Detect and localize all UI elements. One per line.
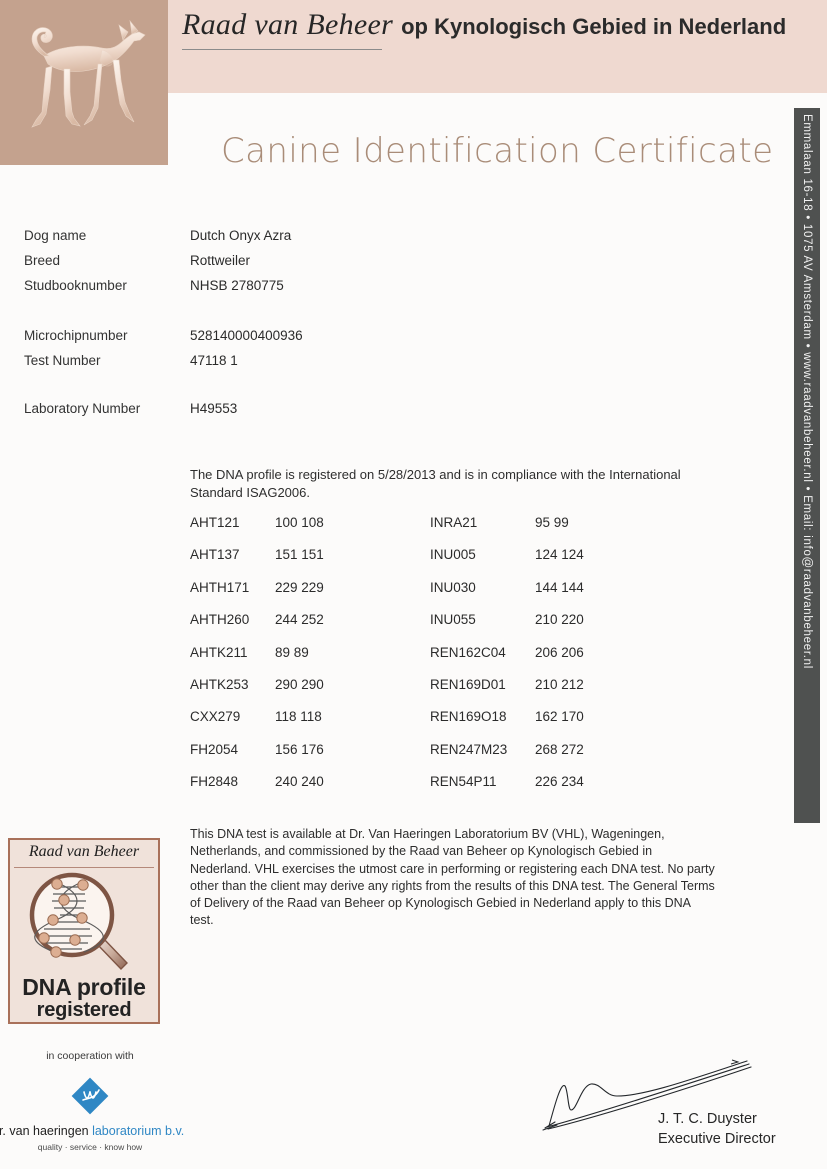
address-sidebar: Emmalaan 16-18 • 1075 AV Amsterdam • www… (794, 108, 820, 823)
cooperation-tagline: quality · service · know how (37, 1142, 143, 1152)
field-value: Dutch Onyx Azra (190, 228, 292, 243)
field-row-microchipnumber: Microchipnumber 528140000400936 (0, 328, 760, 353)
marker-name: CXX279 (190, 709, 241, 725)
field-label: Microchipnumber (24, 328, 128, 343)
marker-values: 100 108 (275, 515, 324, 530)
dna-registration-statement: The DNA profile is registered on 5/28/20… (190, 467, 681, 500)
signatory-role: Executive Director (658, 1131, 776, 1147)
coop-name-part1: dr. van haeringen (0, 1124, 93, 1138)
address-sidebar-text: Emmalaan 16-18 • 1075 AV Amsterdam • www… (801, 114, 813, 669)
field-row-dog-name: Dog name Dutch Onyx Azra (0, 228, 760, 253)
marker-values: 144 144 (535, 579, 584, 595)
marker-name: INU030 (430, 579, 476, 595)
marker-values: 244 252 (275, 612, 324, 628)
marker-name: REN54P11 (430, 774, 497, 790)
field-row-test-number: Test Number 47118 1 (0, 353, 760, 378)
dna-magnifier-icon (29, 872, 128, 971)
marker-name: AHTK211 (190, 644, 248, 660)
signature-mark (542, 1059, 752, 1131)
brand-underline (182, 49, 382, 50)
marker-values: 206 206 (535, 644, 584, 660)
marker-name: AHTH260 (190, 612, 250, 628)
dog-illustration-icon (31, 19, 146, 128)
cooperation-partner-name: dr. van haeringen laboratorium b.v. (0, 1124, 184, 1138)
field-value: 47118 1 (190, 353, 238, 368)
field-value: H49553 (190, 401, 238, 416)
marker-values: 226 234 (535, 774, 584, 790)
dna-profile-registered-stamp: Raad van Beheer (8, 838, 160, 1024)
marker-values: 89 89 (275, 644, 309, 660)
marker-values: 290 290 (275, 676, 324, 692)
marker-values: 210 220 (535, 612, 584, 628)
field-label: Laboratory Number (24, 401, 141, 416)
brand-subtitle-text: op Kynologisch Gebied in Nederland (401, 14, 787, 39)
marker-values: 118 118 (275, 709, 322, 725)
field-row-breed: Breed Rottweiler (0, 253, 760, 278)
marker-name: AHTH171 (190, 579, 250, 595)
marker-name: FH2054 (190, 741, 239, 757)
field-label: Test Number (24, 353, 101, 368)
marker-name: INRA21 (430, 515, 478, 530)
marker-name: AHT121 (190, 515, 240, 530)
marker-name: REN169D01 (430, 676, 506, 692)
field-value: 528140000400936 (190, 328, 303, 343)
marker-name: REN162C04 (430, 644, 506, 660)
signatory-name: J. T. C. Duyster (658, 1111, 757, 1127)
field-label: Breed (24, 253, 61, 268)
disclaimer-text: This DNA test is available at Dr. Van Ha… (190, 827, 715, 928)
field-label: Studbooknumber (24, 278, 127, 293)
field-label: Dog name (24, 228, 87, 243)
field-row-studbooknumber: Studbooknumber NHSB 2780775 (0, 278, 760, 303)
marker-name: AHTK253 (190, 676, 249, 692)
page-title: Canine Identification Certificate (221, 131, 774, 171)
marker-values: 240 240 (275, 774, 324, 790)
left-header-block (0, 0, 168, 165)
marker-values: 95 99 (535, 515, 569, 530)
marker-values: 229 229 (275, 579, 324, 595)
marker-name: FH2848 (190, 774, 239, 790)
marker-name: REN247M23 (430, 741, 508, 757)
cooperation-label: in cooperation with (46, 1050, 134, 1062)
field-row-laboratory-number: Laboratory Number H49553 (0, 401, 760, 426)
marker-name: AHT137 (190, 547, 240, 563)
brand-script-text: Raad van Beheer (182, 8, 394, 41)
marker-name: REN169O18 (430, 709, 507, 725)
marker-values: 162 170 (535, 709, 584, 725)
marker-name: INU005 (430, 547, 476, 563)
field-value: NHSB 2780775 (190, 278, 284, 293)
vhl-logo-icon (71, 1077, 109, 1115)
dog-info-fields: Dog name Dutch Onyx Azra Breed Rottweile… (0, 228, 760, 426)
marker-values: 151 151 (275, 547, 324, 563)
coop-name-part2: laboratorium b.v. (92, 1124, 185, 1138)
marker-values: 210 212 (535, 676, 584, 692)
stamp-line1-text: DNA profile (22, 974, 146, 1000)
marker-values: 268 272 (535, 741, 584, 757)
marker-name: INU055 (430, 612, 476, 628)
field-value: Rottweiler (190, 253, 251, 268)
stamp-divider (14, 867, 154, 868)
marker-values: 156 176 (275, 741, 324, 757)
cooperation-block: in cooperation with dr. van haeringen la… (0, 1050, 184, 1152)
header-band: Raad van Beheer op Kynologisch Gebied in … (168, 0, 827, 93)
marker-values: 124 124 (535, 547, 584, 563)
stamp-brand-text: Raad van Beheer (28, 843, 140, 860)
header-brand: Raad van Beheer op Kynologisch Gebied in … (182, 8, 817, 42)
stamp-line2-text: registered (36, 999, 132, 1021)
